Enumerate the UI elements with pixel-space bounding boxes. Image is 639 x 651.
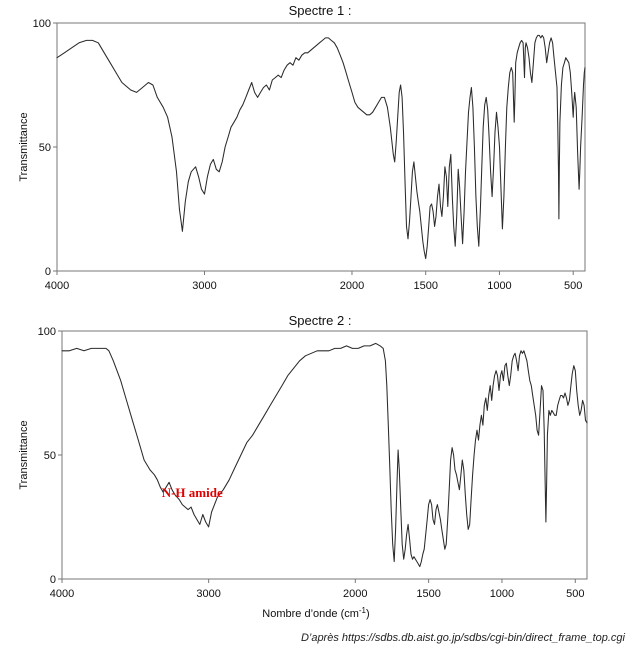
spectrum-1-x-ticks: 4000 3000 2000 1500 1000 500 <box>45 271 582 292</box>
x-tick-label: 3000 <box>192 280 216 292</box>
spectrum-1-chart: Spectre 1 : Transmittance 0 50 100 4000 300… <box>18 3 586 292</box>
x-tick-label: 1000 <box>487 280 511 292</box>
x-tick-label: 1500 <box>416 588 440 600</box>
spectrum-2-x-axis-label: Nombre d’onde (cm-1) <box>262 606 369 620</box>
y-tick-label: 50 <box>44 450 56 462</box>
spectrum-2-title: Spectre 2 : <box>289 313 352 328</box>
y-tick-label: 0 <box>45 266 51 278</box>
x-tick-label: 500 <box>566 588 584 600</box>
x-tick-label: 4000 <box>45 280 69 292</box>
n-h-amide-annotation: N-H amide <box>162 485 223 500</box>
y-tick-label: 0 <box>50 574 56 586</box>
source-credit: D’après https://sdbs.db.aist.go.jp/sdbs/… <box>301 632 626 644</box>
spectrum-1-y-axis-label: Transmittance <box>18 112 30 181</box>
x-tick-label: 4000 <box>50 588 74 600</box>
spectrum-1-y-ticks: 0 50 100 <box>33 18 57 278</box>
spectrum-1-title: Spectre 1 : <box>289 3 352 18</box>
spectrum-2-chart: Spectre 2 : Transmittance 0 50 100 4000 300… <box>18 313 588 620</box>
spectrum-2-x-axis-label-close: ) <box>366 608 370 620</box>
y-tick-label: 50 <box>39 142 51 154</box>
x-tick-label: 500 <box>564 280 582 292</box>
x-tick-label: 1000 <box>490 588 514 600</box>
x-tick-label: 3000 <box>196 588 220 600</box>
spectrum-2-x-axis-label-superscript: -1 <box>359 606 367 615</box>
x-tick-label: 2000 <box>343 588 367 600</box>
spectrum-2-x-axis-label-main: Nombre d’onde (cm <box>262 608 359 620</box>
y-tick-label: 100 <box>33 18 51 30</box>
spectrum-2-x-ticks: 4000 3000 2000 1500 1000 500 <box>50 579 584 600</box>
spectrum-1-trace <box>56 34 586 260</box>
spectrum-2-trace <box>61 342 588 568</box>
spectrum-2-y-axis-label: Transmittance <box>18 420 30 489</box>
spectrum-2-y-ticks: 0 50 100 <box>38 326 62 586</box>
y-tick-label: 100 <box>38 326 56 338</box>
spectrum-2-plot-frame <box>61 330 588 580</box>
x-tick-label: 1500 <box>413 280 437 292</box>
x-tick-label: 2000 <box>340 280 364 292</box>
